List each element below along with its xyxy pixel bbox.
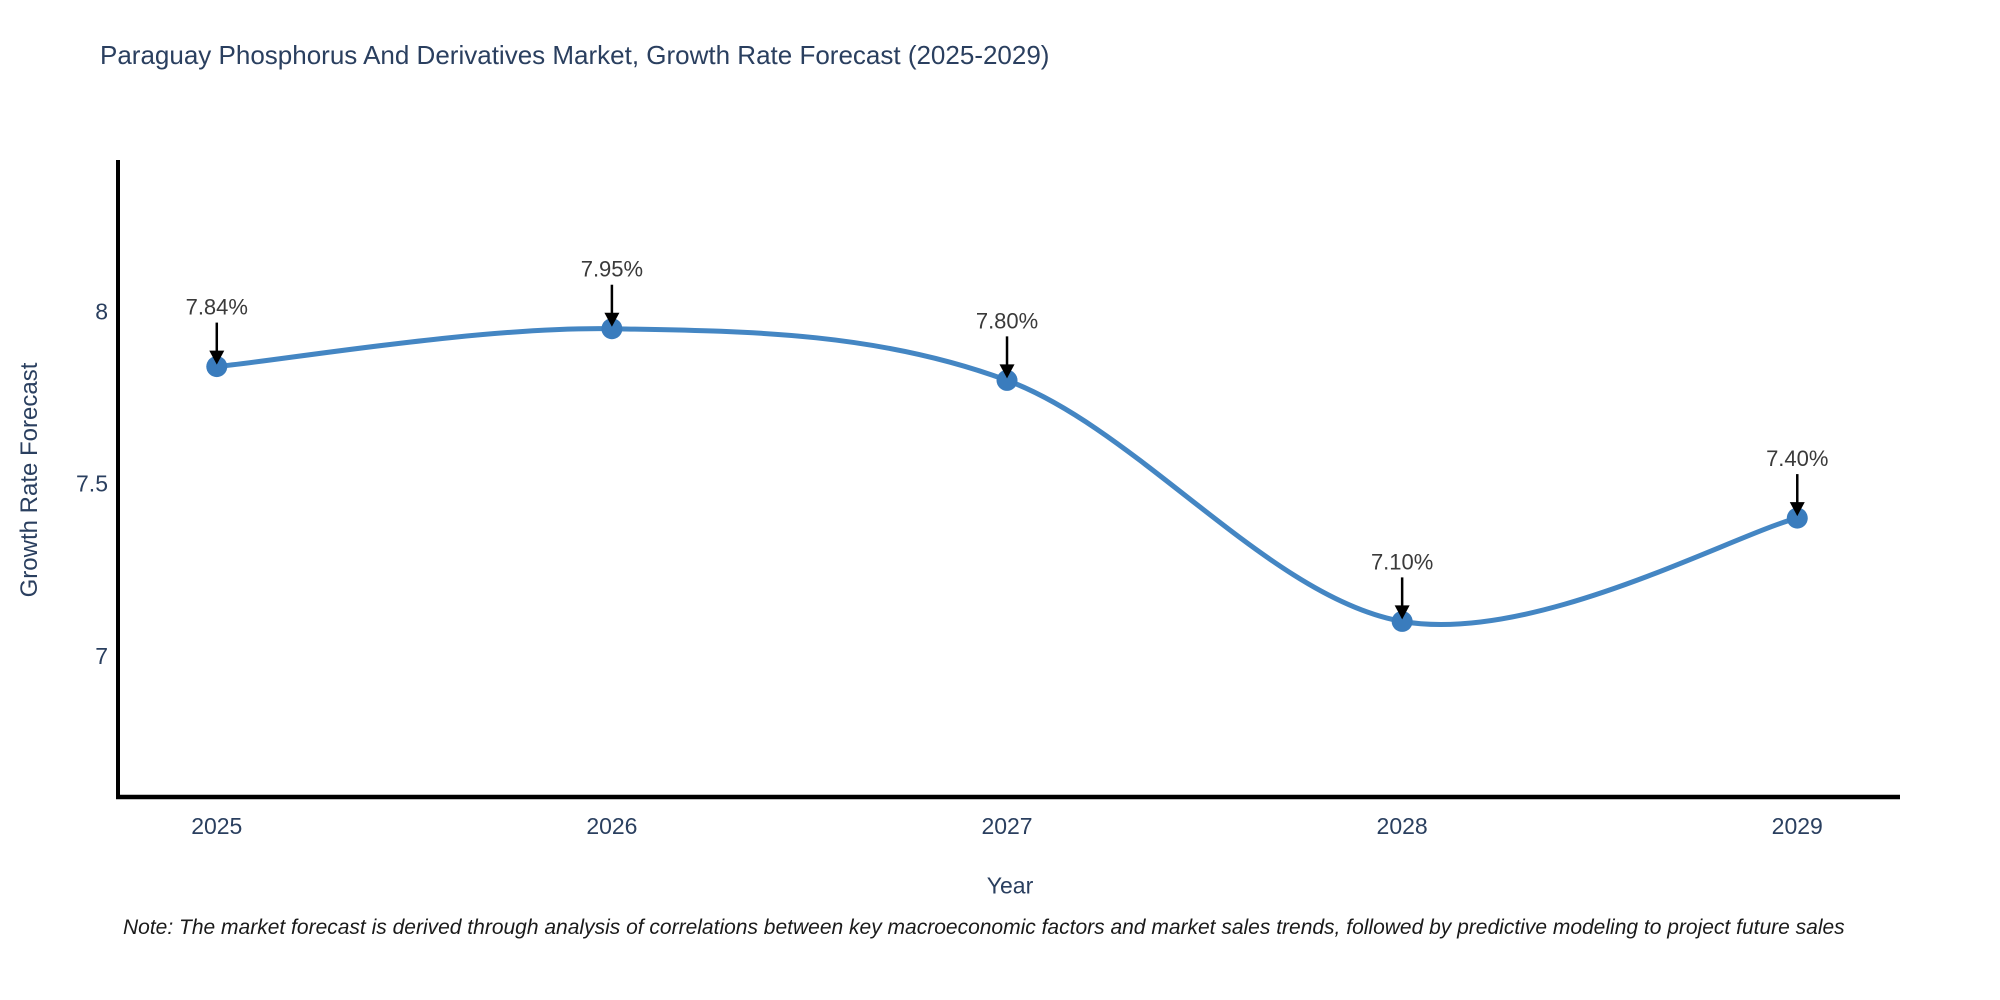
- x-tick-label: 2028: [1377, 813, 1428, 839]
- annotation-arrowhead: [209, 350, 225, 365]
- data-point-label: 7.80%: [976, 308, 1038, 333]
- y-tick-label: 7: [95, 643, 108, 669]
- x-axis-title: Year: [986, 872, 1034, 899]
- data-point-label: 7.40%: [1766, 446, 1828, 471]
- chart-title: Paraguay Phosphorus And Derivatives Mark…: [100, 40, 1050, 70]
- x-tick-label: 2027: [981, 813, 1032, 839]
- annotation-arrowhead: [999, 364, 1015, 379]
- data-point-marker: [206, 356, 228, 378]
- x-tick-label: 2026: [586, 813, 637, 839]
- y-axis-title: Growth Rate Forecast: [16, 362, 43, 598]
- data-point-marker: [601, 318, 623, 340]
- annotation-arrowhead: [1394, 605, 1410, 620]
- footnote: Note: The market forecast is derived thr…: [123, 916, 1845, 939]
- x-tick-label: 2029: [1772, 813, 1823, 839]
- x-tick-label: 2025: [191, 813, 242, 839]
- data-point-label: 7.95%: [581, 257, 643, 282]
- data-point-marker: [1786, 507, 1808, 529]
- y-tick-label: 8: [95, 299, 108, 325]
- data-point-label: 7.10%: [1371, 549, 1433, 574]
- data-point-marker: [996, 369, 1018, 391]
- data-point-label: 7.84%: [186, 295, 248, 320]
- annotation-arrowhead: [604, 312, 620, 327]
- y-tick-label: 7.5: [76, 471, 108, 497]
- data-point-marker: [1391, 610, 1413, 632]
- annotation-arrowhead: [1789, 502, 1805, 517]
